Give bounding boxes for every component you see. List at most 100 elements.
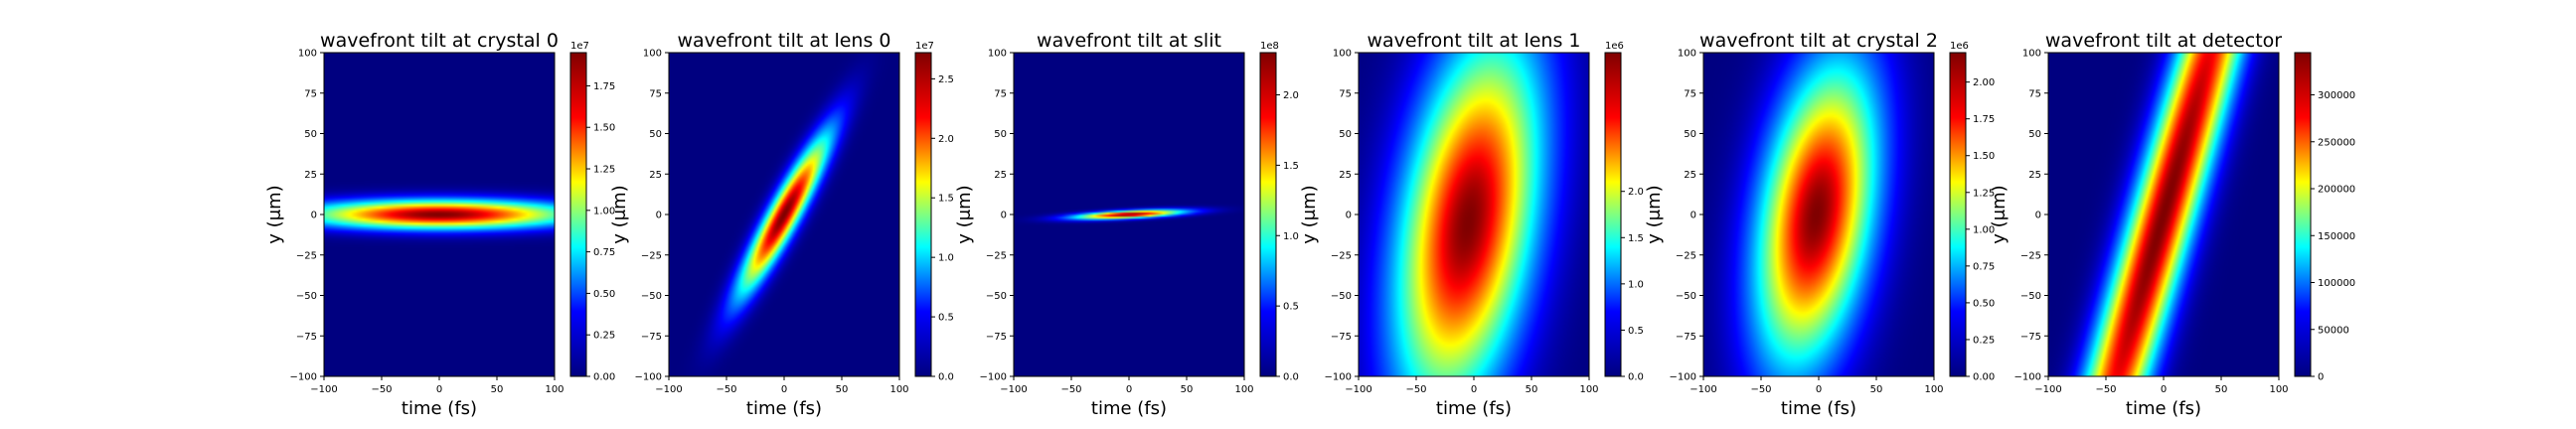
y-tick-label: 100 [643,49,662,60]
x-tick-label: 0 [1126,384,1132,395]
colorbar-tick-label: 2.0 [1628,187,1644,198]
colorbar-tick-label: 0.25 [1973,335,1995,346]
x-tick-label: −100 [2034,384,2061,395]
x-tick-label: 100 [1579,384,1598,395]
x-tick-label: 0 [2161,384,2167,395]
x-tick-label: −50 [1750,384,1771,395]
colorbar-tick-label: 0.5 [1628,326,1644,337]
y-tick-label: 100 [298,49,317,60]
colorbar-tick-label: 0.0 [1283,372,1299,383]
y-tick-label: −50 [1331,291,1352,302]
y-tick-label: 0 [1001,211,1007,221]
y-tick-label: −50 [986,291,1007,302]
x-tick-label: 50 [1526,384,1538,395]
y-tick-label: 75 [1339,88,1352,99]
y-tick-label: −75 [1676,332,1696,343]
y-tick-label: 0 [311,211,317,221]
y-tick-label: −75 [641,332,662,343]
colorbar [2294,52,2312,377]
x-tick-label: 100 [1924,384,1943,395]
x-tick-label: −100 [655,384,682,395]
y-tick-label: 100 [2022,49,2041,60]
heatmap-image [2048,53,2279,376]
colorbar-tick-label: 1.0 [938,253,954,264]
y-tick-label: −100 [980,372,1007,383]
colorbar-tick-label: 0.5 [938,313,954,324]
colorbar [1949,52,1967,377]
plot-title: wavefront tilt at lens 1 [1367,30,1580,52]
subplot-6: wavefront tilt at detector −100 −50 0 50 100 t… [1989,30,2355,419]
y-tick-label: 75 [994,88,1007,99]
colorbar-tick-label: 1.75 [593,81,615,92]
y-tick-label: 100 [1678,49,1696,60]
colorbar-exponent: 1e6 [1605,41,1624,52]
colorbar-tick-label: 1.5 [938,194,954,205]
colorbar-exponent: 1e7 [915,41,934,52]
plot-title: wavefront tilt at crystal 0 [320,30,559,52]
colorbar-tick-label: 1.75 [1973,114,1995,125]
x-tick-label: 0 [436,384,442,395]
subplot-4: wavefront tilt at lens 1 −100 −50 0 50 100 tim… [1299,30,1644,419]
y-tick-label: −50 [296,291,317,302]
plot-title: wavefront tilt at lens 0 [677,30,890,52]
y-tick-label: 0 [1346,211,1352,221]
colorbar-tick-label: 1.25 [1973,188,1995,199]
y-tick-label: −25 [1331,250,1352,261]
colorbar-exponent: 1e8 [1260,41,1279,52]
colorbar-tick-label: 200000 [2318,185,2355,196]
heatmap-image [1703,53,1934,376]
colorbar [914,52,932,377]
y-tick-label: 0 [1690,211,1696,221]
y-tick-label: −50 [1676,291,1696,302]
colorbar-tick-label: 0.00 [593,372,615,383]
y-tick-label: −100 [1670,372,1696,383]
x-tick-label: 0 [1471,384,1477,395]
colorbar-tick-label: 1.0 [1628,279,1644,290]
x-tick-label: 50 [836,384,849,395]
subplot-2: wavefront tilt at lens 0 −100 −50 0 50 100 tim… [609,30,954,419]
x-tick-label: −50 [1405,384,1426,395]
colorbar-tick-label: 1.00 [1973,224,1995,235]
x-tick-label: 100 [2269,384,2288,395]
heatmap-image [1014,53,1244,376]
heatmap-image [669,53,899,376]
y-tick-label: 0 [2035,211,2041,221]
x-axis-label: time (fs) [1436,398,1512,419]
x-tick-label: 100 [889,384,908,395]
colorbar-tick-label: 1.50 [593,123,615,134]
plot-title: wavefront tilt at crystal 2 [1699,30,1938,52]
colorbar [1259,52,1277,377]
y-tick-label: 50 [1684,129,1696,140]
x-tick-label: 100 [1234,384,1253,395]
colorbar-tick-label: 1.25 [593,165,615,176]
x-axis-label: time (fs) [1091,398,1167,419]
colorbar-tick-label: 2.0 [938,134,954,145]
colorbar-tick-label: 0 [2318,372,2324,383]
heatmap-image [324,53,555,376]
y-tick-label: 50 [994,129,1007,140]
y-tick-label: −25 [641,250,662,261]
y-tick-label: −100 [1325,372,1352,383]
colorbar-tick-label: 0.50 [593,289,615,300]
y-tick-label: 75 [1684,88,1696,99]
y-axis-label: y (μm) [1644,185,1665,243]
colorbar [569,52,587,377]
x-axis-label: time (fs) [402,398,477,419]
colorbar-tick-label: 50000 [2318,325,2349,336]
heatmap-image [1359,53,1589,376]
colorbar-tick-label: 250000 [2318,137,2355,148]
colorbar-tick-label: 1.0 [1283,231,1299,242]
y-tick-label: 25 [304,170,317,181]
y-tick-label: 25 [994,170,1007,181]
colorbar-tick-label: 0.0 [938,372,954,383]
x-tick-label: −100 [1345,384,1371,395]
y-axis-label: y (μm) [954,185,975,243]
colorbar [1604,52,1622,377]
colorbar-tick-label: 0.50 [1973,298,1995,309]
y-tick-label: 25 [649,170,662,181]
x-tick-label: −50 [2095,384,2116,395]
x-axis-label: time (fs) [746,398,822,419]
y-tick-label: −25 [2020,250,2041,261]
y-tick-label: −100 [2014,372,2041,383]
